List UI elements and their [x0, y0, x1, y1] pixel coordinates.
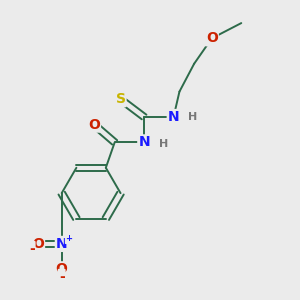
- Text: O: O: [206, 31, 218, 45]
- Text: N: N: [56, 237, 68, 251]
- Text: N: N: [138, 135, 150, 149]
- Text: +: +: [65, 234, 73, 243]
- Text: O: O: [56, 262, 68, 276]
- Text: O: O: [32, 237, 44, 251]
- Text: O: O: [88, 118, 100, 132]
- Text: N: N: [168, 110, 179, 124]
- Text: H: H: [159, 139, 168, 149]
- Text: -: -: [29, 242, 34, 256]
- Text: S: S: [116, 92, 126, 106]
- Text: H: H: [188, 112, 197, 122]
- Text: -: -: [59, 270, 64, 284]
